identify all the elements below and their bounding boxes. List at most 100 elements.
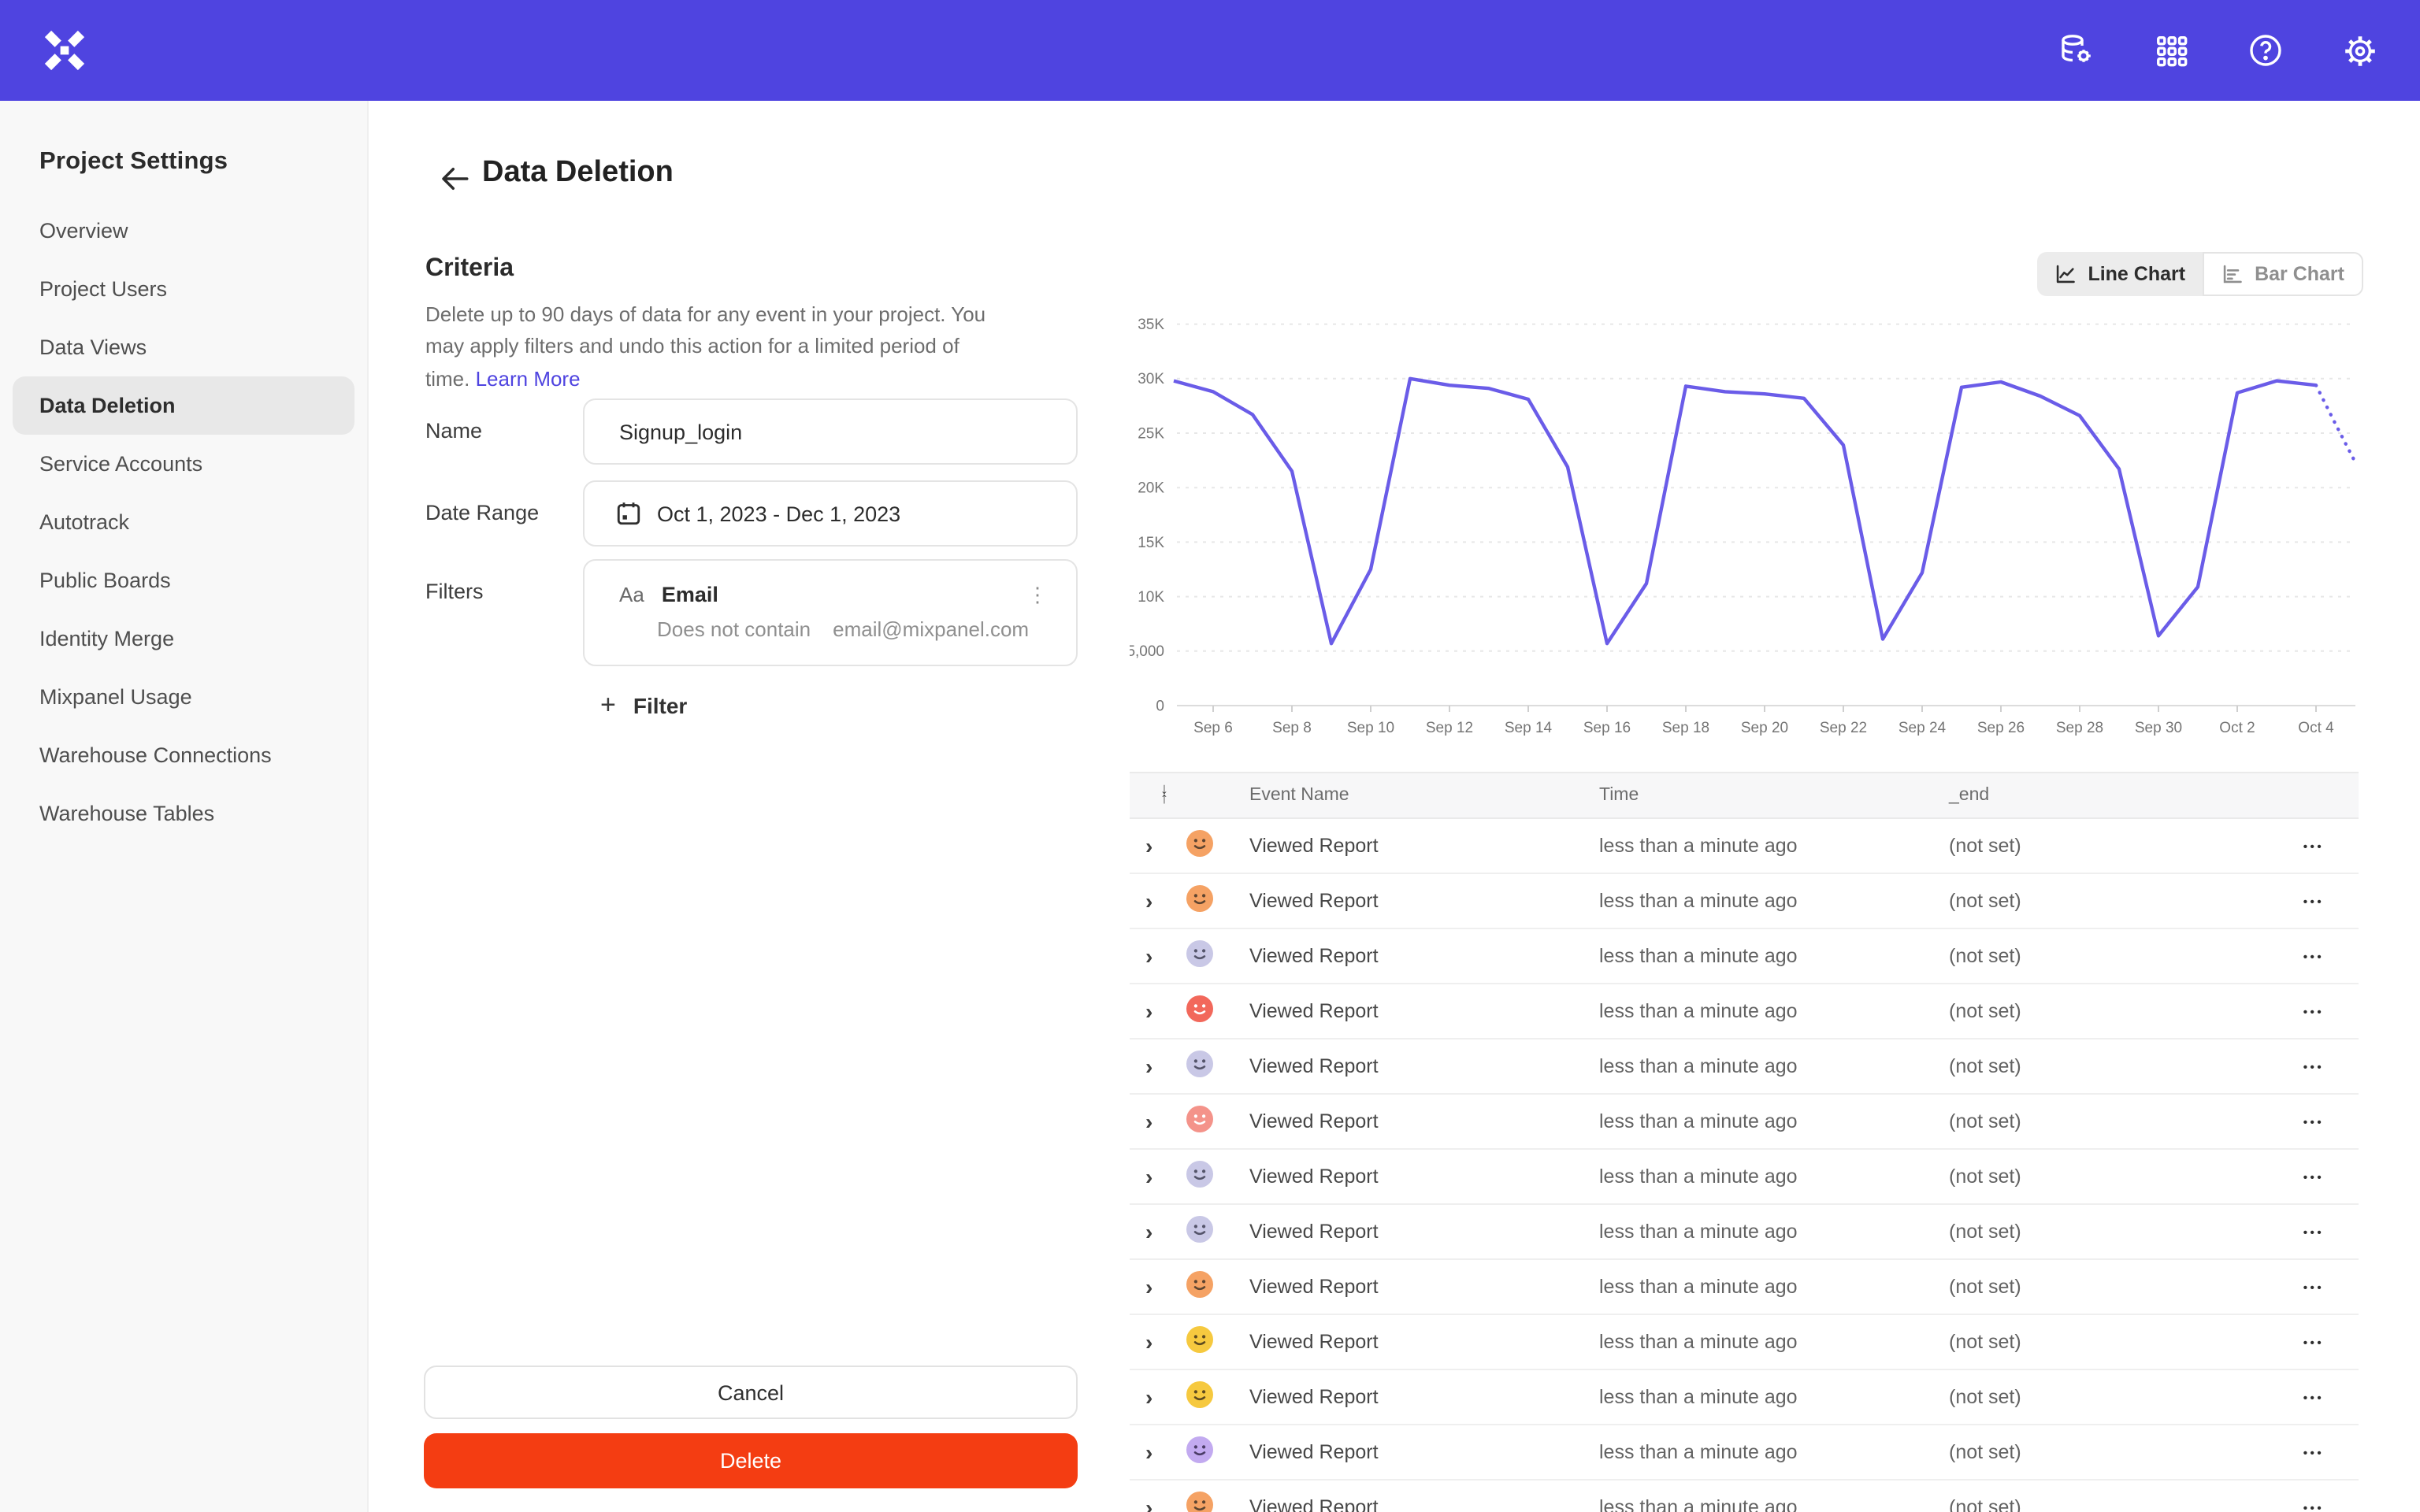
cell-event-name: Viewed Report <box>1249 1166 1379 1188</box>
add-filter-label: Filter <box>633 692 688 717</box>
add-filter-button[interactable]: + Filter <box>600 691 687 718</box>
filter-operator[interactable]: Does not contain <box>657 617 811 641</box>
sidebar-item-identity-merge[interactable]: Identity Merge <box>39 627 175 650</box>
back-button[interactable] <box>435 159 473 197</box>
column-header-time[interactable]: Time <box>1599 786 1639 805</box>
row-expand-chevron-icon[interactable]: › <box>1145 1329 1153 1354</box>
table-row[interactable]: › Viewed Report less than a minute ago (not… <box>1130 1370 2359 1425</box>
cell-event-name: Viewed Report <box>1249 1055 1379 1077</box>
sidebar-item-overview[interactable]: Overview <box>39 219 128 243</box>
data-pipeline-icon[interactable] <box>2058 32 2095 69</box>
sidebar-item-mixpanel-usage[interactable]: Mixpanel Usage <box>39 685 192 709</box>
row-actions-icon[interactable]: ••• <box>2303 1059 2324 1073</box>
filter-kebab-menu-icon[interactable]: ⋮ <box>1027 583 1048 606</box>
name-input[interactable]: Signup_login <box>583 398 1078 465</box>
row-expand-chevron-icon[interactable]: › <box>1145 1495 1153 1512</box>
table-row[interactable]: › Viewed Report less than a minute ago (not… <box>1130 874 2359 929</box>
criteria-description: Delete up to 90 days of data for any eve… <box>425 299 1002 395</box>
sidebar-item-project-users[interactable]: Project Users <box>39 277 168 301</box>
row-actions-icon[interactable]: ••• <box>2303 1004 2324 1018</box>
row-expand-chevron-icon[interactable]: › <box>1145 833 1153 858</box>
line-chart-toggle[interactable]: Line Chart <box>2037 252 2203 296</box>
user-avatar <box>1186 1051 1213 1077</box>
top-navigation-bar <box>0 0 2420 101</box>
table-row[interactable]: › Viewed Report less than a minute ago (not… <box>1130 1425 2359 1480</box>
calendar-icon <box>617 502 640 525</box>
filter-value[interactable]: email@mixpanel.com <box>833 617 1030 641</box>
cell-end: (not set) <box>1949 1441 2021 1463</box>
learn-more-link[interactable]: Learn More <box>475 366 581 391</box>
row-expand-chevron-icon[interactable]: › <box>1145 1164 1153 1189</box>
cell-event-name: Viewed Report <box>1249 1000 1379 1022</box>
row-actions-icon[interactable]: ••• <box>2303 1445 2324 1459</box>
filters-label: Filters <box>425 580 484 603</box>
sidebar-item-service-accounts[interactable]: Service Accounts <box>39 452 203 476</box>
table-row[interactable]: › Viewed Report less than a minute ago (not… <box>1130 929 2359 984</box>
row-actions-icon[interactable]: ••• <box>2303 894 2324 908</box>
mixpanel-x-icon <box>44 30 85 71</box>
svg-text:Sep 24: Sep 24 <box>1899 720 1947 736</box>
row-actions-icon[interactable]: ••• <box>2303 1225 2324 1239</box>
sidebar-item-warehouse-tables[interactable]: Warehouse Tables <box>39 802 215 825</box>
row-actions-icon[interactable]: ••• <box>2303 949 2324 963</box>
svg-text:Sep 28: Sep 28 <box>2056 720 2103 736</box>
row-expand-chevron-icon[interactable]: › <box>1145 1274 1153 1299</box>
sort-asc-arrow: ↑ <box>1160 791 1168 808</box>
row-expand-chevron-icon[interactable]: › <box>1145 888 1153 914</box>
settings-gear-icon[interactable] <box>2341 32 2379 69</box>
row-expand-chevron-icon[interactable]: › <box>1145 1109 1153 1134</box>
row-expand-chevron-icon[interactable]: › <box>1145 1440 1153 1465</box>
cell-end: (not set) <box>1949 1055 2021 1077</box>
row-actions-icon[interactable]: ••• <box>2303 839 2324 853</box>
table-row[interactable]: › Viewed Report less than a minute ago (not… <box>1130 819 2359 874</box>
row-actions-icon[interactable]: ••• <box>2303 1500 2324 1512</box>
column-header-end[interactable]: _end <box>1949 786 1990 805</box>
row-expand-chevron-icon[interactable]: › <box>1145 1219 1153 1244</box>
row-actions-icon[interactable]: ••• <box>2303 1280 2324 1294</box>
svg-text:Oct 4: Oct 4 <box>2298 720 2334 736</box>
row-actions-icon[interactable]: ••• <box>2303 1335 2324 1349</box>
help-icon[interactable] <box>2247 32 2285 69</box>
table-row[interactable]: › Viewed Report less than a minute ago (not… <box>1130 1315 2359 1370</box>
sidebar-item-public-boards[interactable]: Public Boards <box>39 569 171 592</box>
table-row[interactable]: › Viewed Report less than a minute ago (not… <box>1130 1150 2359 1205</box>
sort-icon[interactable]: ↓ ↑ <box>1142 781 1186 808</box>
svg-text:20K: 20K <box>1138 480 1164 497</box>
table-row[interactable]: › Viewed Report less than a minute ago (not… <box>1130 1260 2359 1315</box>
row-expand-chevron-icon[interactable]: › <box>1145 1384 1153 1410</box>
table-row[interactable]: › Viewed Report less than a minute ago (not… <box>1130 1040 2359 1095</box>
table-row[interactable]: › Viewed Report less than a minute ago (not… <box>1130 984 2359 1040</box>
user-avatar <box>1186 1161 1213 1188</box>
table-row[interactable]: › Viewed Report less than a minute ago (not… <box>1130 1095 2359 1150</box>
column-header-event-name[interactable]: Event Name <box>1249 786 1349 805</box>
table-row[interactable]: › Viewed Report less than a minute ago (not… <box>1130 1205 2359 1260</box>
filter-card[interactable]: Aa Email ⋮ Does not contain email@mixpan… <box>583 559 1078 666</box>
row-expand-chevron-icon[interactable]: › <box>1145 999 1153 1024</box>
svg-text:Sep 8: Sep 8 <box>1272 720 1312 736</box>
row-actions-icon[interactable]: ••• <box>2303 1169 2324 1184</box>
cell-event-name: Viewed Report <box>1249 1441 1379 1463</box>
sidebar-item-warehouse-connections[interactable]: Warehouse Connections <box>39 743 272 767</box>
mixpanel-logo[interactable] <box>41 27 88 74</box>
delete-button[interactable]: Delete <box>424 1433 1078 1488</box>
sidebar-item-data-deletion[interactable]: Data Deletion <box>13 376 354 435</box>
row-expand-chevron-icon[interactable]: › <box>1145 1054 1153 1079</box>
apps-grid-icon[interactable] <box>2152 32 2190 69</box>
user-avatar <box>1186 830 1213 857</box>
bar-chart-toggle[interactable]: Bar Chart <box>2203 252 2363 296</box>
date-range-input[interactable]: Oct 1, 2023 - Dec 1, 2023 <box>583 480 1078 547</box>
cell-time: less than a minute ago <box>1599 1110 1798 1132</box>
row-actions-icon[interactable]: ••• <box>2303 1114 2324 1128</box>
sidebar-item-autotrack[interactable]: Autotrack <box>39 510 130 534</box>
cell-time: less than a minute ago <box>1599 1331 1798 1353</box>
svg-text:Sep 18: Sep 18 <box>1662 720 1709 736</box>
cancel-button[interactable]: Cancel <box>424 1366 1078 1419</box>
table-row[interactable]: › Viewed Report less than a minute ago (not… <box>1130 1480 2359 1512</box>
line-chart-toggle-label: Line Chart <box>2088 263 2186 285</box>
cell-end: (not set) <box>1949 1386 2021 1408</box>
cell-event-name: Viewed Report <box>1249 1386 1379 1408</box>
row-expand-chevron-icon[interactable]: › <box>1145 943 1153 969</box>
row-actions-icon[interactable]: ••• <box>2303 1390 2324 1404</box>
sidebar-item-data-views[interactable]: Data Views <box>39 335 147 359</box>
cell-event-name: Viewed Report <box>1249 1110 1379 1132</box>
